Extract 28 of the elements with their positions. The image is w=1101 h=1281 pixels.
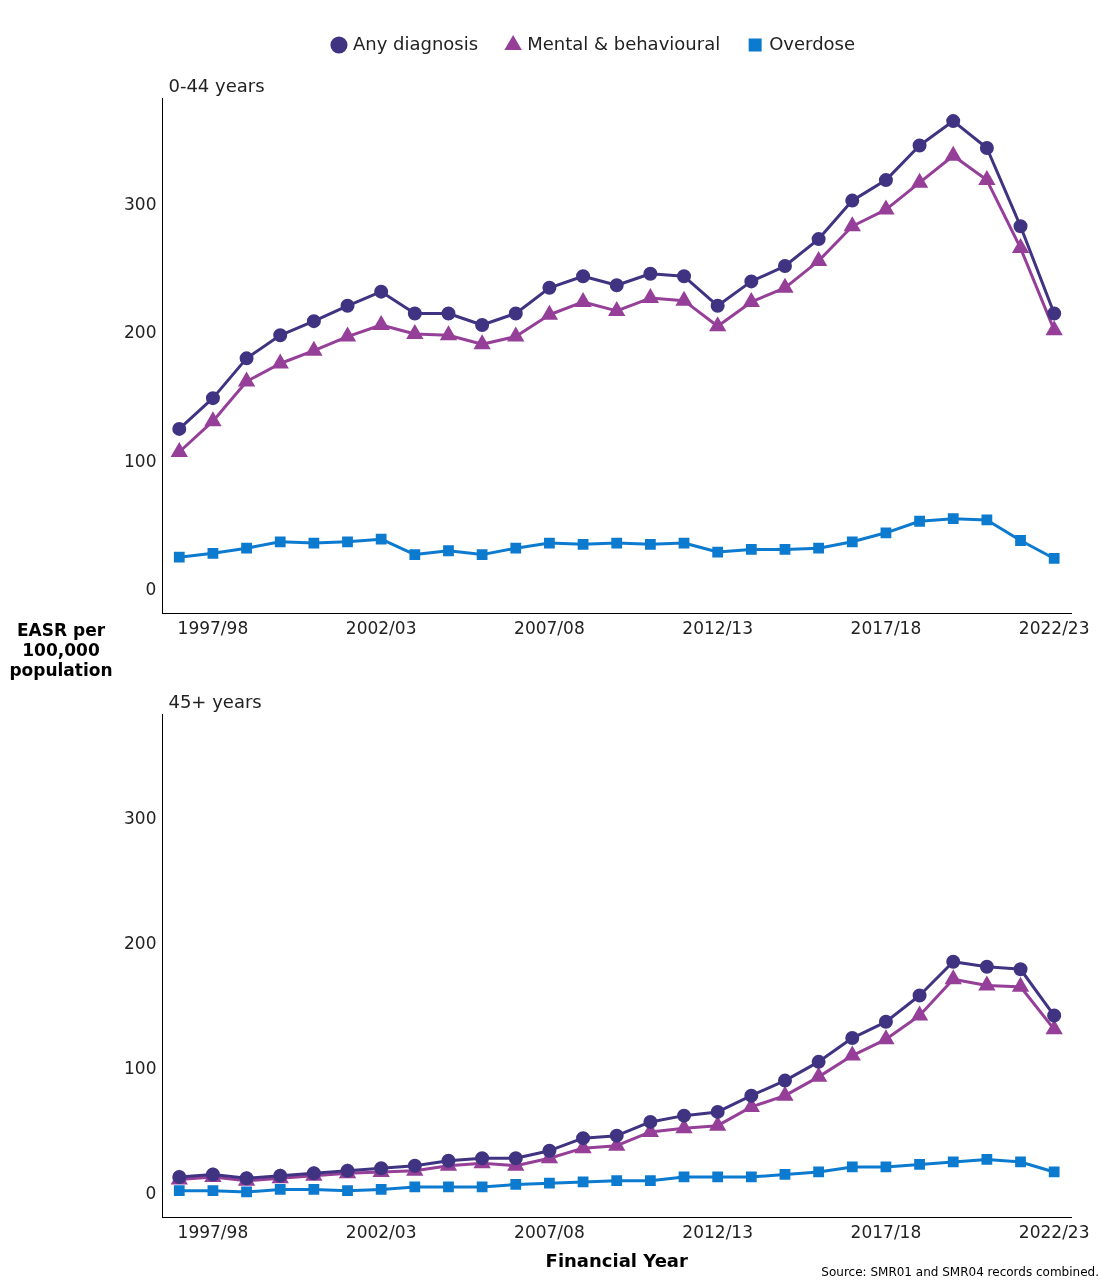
x-tick-label: 2007/08 xyxy=(514,1221,585,1242)
x-tick-label: 2002/03 xyxy=(345,618,417,639)
x-tick-label: 2017/18 xyxy=(850,618,922,639)
x-tick-label: 2022/23 xyxy=(1018,1221,1090,1242)
x-tick-label: 2017/18 xyxy=(850,1221,922,1242)
y-tick-label: 200 xyxy=(123,932,157,953)
legend-label: Mental & behavioural xyxy=(527,32,721,54)
x-tick-label: 2012/13 xyxy=(682,618,753,639)
legend-label: Any diagnosis xyxy=(352,32,479,54)
x-tick-label: 2007/08 xyxy=(514,618,585,639)
x-tick-label: 2012/13 xyxy=(682,1221,753,1242)
y-axis-title: EASR per 100,000 population xyxy=(8,620,114,680)
y-tick-label: 100 xyxy=(123,450,157,471)
x-tick-label: 1997/98 xyxy=(177,1221,249,1242)
x-tick-label: 1997/98 xyxy=(177,618,249,639)
y-tick-label: 200 xyxy=(123,322,157,343)
y-tick-label: 300 xyxy=(123,194,157,215)
x-tick-label: 2022/23 xyxy=(1018,618,1090,639)
y-tick-label: 300 xyxy=(123,807,157,828)
y-tick-label: 0 xyxy=(145,578,157,599)
x-tick-label: 2002/03 xyxy=(345,1221,417,1242)
legend-label: Overdose xyxy=(769,32,856,54)
y-tick-label: 0 xyxy=(145,1182,157,1203)
chart-title: 0-44 years xyxy=(168,74,265,96)
chart-title: 45+ years xyxy=(168,690,262,712)
x-axis-title: Financial Year xyxy=(545,1249,688,1271)
source-note: Source: SMR01 and SMR04 records combined. xyxy=(821,1265,1099,1280)
y-tick-label: 100 xyxy=(123,1057,157,1078)
